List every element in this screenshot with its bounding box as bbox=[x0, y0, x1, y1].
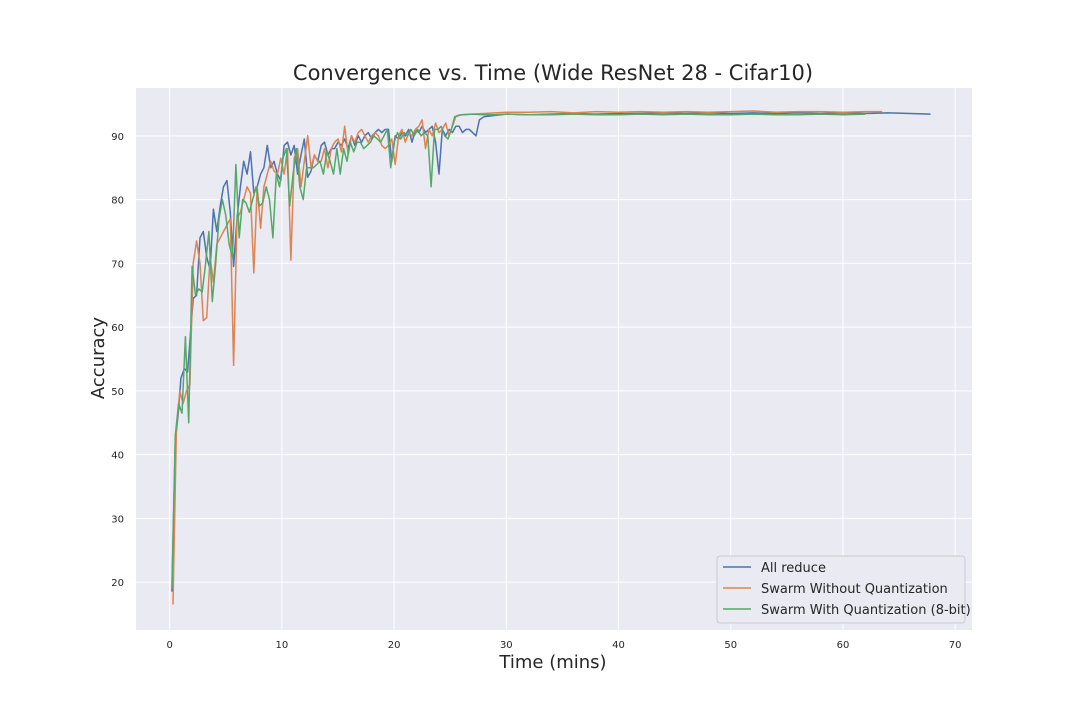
y-tick-label: 70 bbox=[111, 259, 124, 270]
legend-box bbox=[716, 555, 966, 624]
y-tick-label: 60 bbox=[111, 323, 124, 334]
y-tick-label: 80 bbox=[111, 196, 124, 207]
chart-title: Convergence vs. Time (Wide ResNet 28 - C… bbox=[293, 61, 813, 85]
x-tick-label: 20 bbox=[388, 640, 401, 651]
y-axis-label: Accuracy bbox=[88, 317, 109, 400]
x-tick-label: 10 bbox=[276, 640, 289, 651]
x-axis-label: Time (mins) bbox=[498, 652, 606, 673]
tick-labels: 0 10 20 30 40 50 60 70 20 30 40 50 60 70 80 90 bbox=[111, 132, 961, 651]
x-tick-label: 50 bbox=[724, 640, 737, 651]
legend-label-0: All reduce bbox=[761, 561, 826, 576]
series-lines bbox=[171, 110, 931, 605]
y-tick-label: 20 bbox=[111, 578, 124, 589]
legend-label-1: Swarm Without Quantization bbox=[761, 582, 948, 597]
x-tick-label: 30 bbox=[500, 640, 513, 651]
series-line-2 bbox=[171, 113, 866, 589]
x-tick-label: 70 bbox=[949, 640, 962, 651]
plot-area bbox=[136, 88, 972, 630]
series-line-1 bbox=[172, 110, 883, 605]
x-tick-label: 0 bbox=[166, 640, 172, 651]
legend-label-2: Swarm With Quantization (8-bit) bbox=[761, 603, 971, 618]
x-tick-label: 60 bbox=[837, 640, 850, 651]
legend: All reduce Swarm Without Quantization Swar… bbox=[716, 555, 971, 624]
grid bbox=[136, 88, 972, 630]
y-tick-label: 40 bbox=[111, 451, 124, 462]
y-tick-label: 50 bbox=[111, 387, 124, 398]
y-tick-label: 90 bbox=[111, 132, 124, 143]
x-tick-label: 40 bbox=[612, 640, 625, 651]
y-tick-label: 30 bbox=[111, 514, 124, 525]
